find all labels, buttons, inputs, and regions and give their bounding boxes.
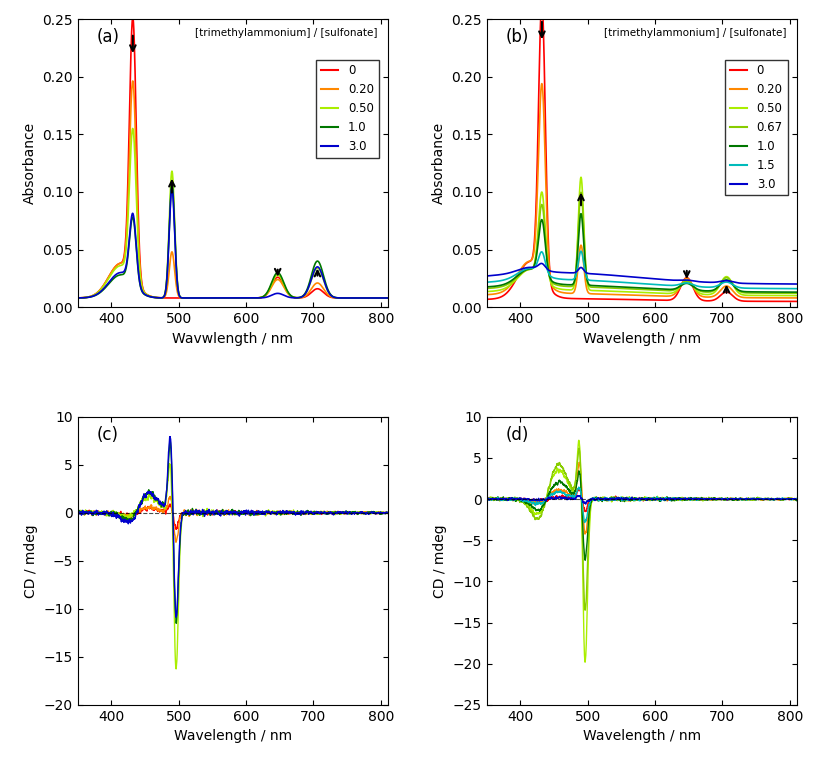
X-axis label: Wavwlength / nm: Wavwlength / nm xyxy=(172,331,293,346)
Y-axis label: Absorbance: Absorbance xyxy=(431,122,445,204)
Text: [trimethylammonium] / [sulfonate]: [trimethylammonium] / [sulfonate] xyxy=(195,28,378,38)
X-axis label: Wavelength / nm: Wavelength / nm xyxy=(173,729,292,743)
Text: (d): (d) xyxy=(505,426,529,443)
Y-axis label: Absorbance: Absorbance xyxy=(22,122,37,204)
Legend: 0, 0.20, 0.50, 0.67, 1.0, 1.5, 3.0: 0, 0.20, 0.50, 0.67, 1.0, 1.5, 3.0 xyxy=(725,59,788,195)
Y-axis label: CD / mdeg: CD / mdeg xyxy=(24,524,38,597)
Text: (b): (b) xyxy=(505,28,529,46)
Y-axis label: CD / mdeg: CD / mdeg xyxy=(433,524,447,597)
X-axis label: Wavelength / nm: Wavelength / nm xyxy=(583,729,701,743)
Text: (c): (c) xyxy=(96,426,118,443)
Legend: 0, 0.20, 0.50, 1.0, 3.0: 0, 0.20, 0.50, 1.0, 3.0 xyxy=(316,59,378,158)
X-axis label: Wavelength / nm: Wavelength / nm xyxy=(583,331,701,346)
Text: [trimethylammonium] / [sulfonate]: [trimethylammonium] / [sulfonate] xyxy=(605,28,787,38)
Text: (a): (a) xyxy=(96,28,119,46)
